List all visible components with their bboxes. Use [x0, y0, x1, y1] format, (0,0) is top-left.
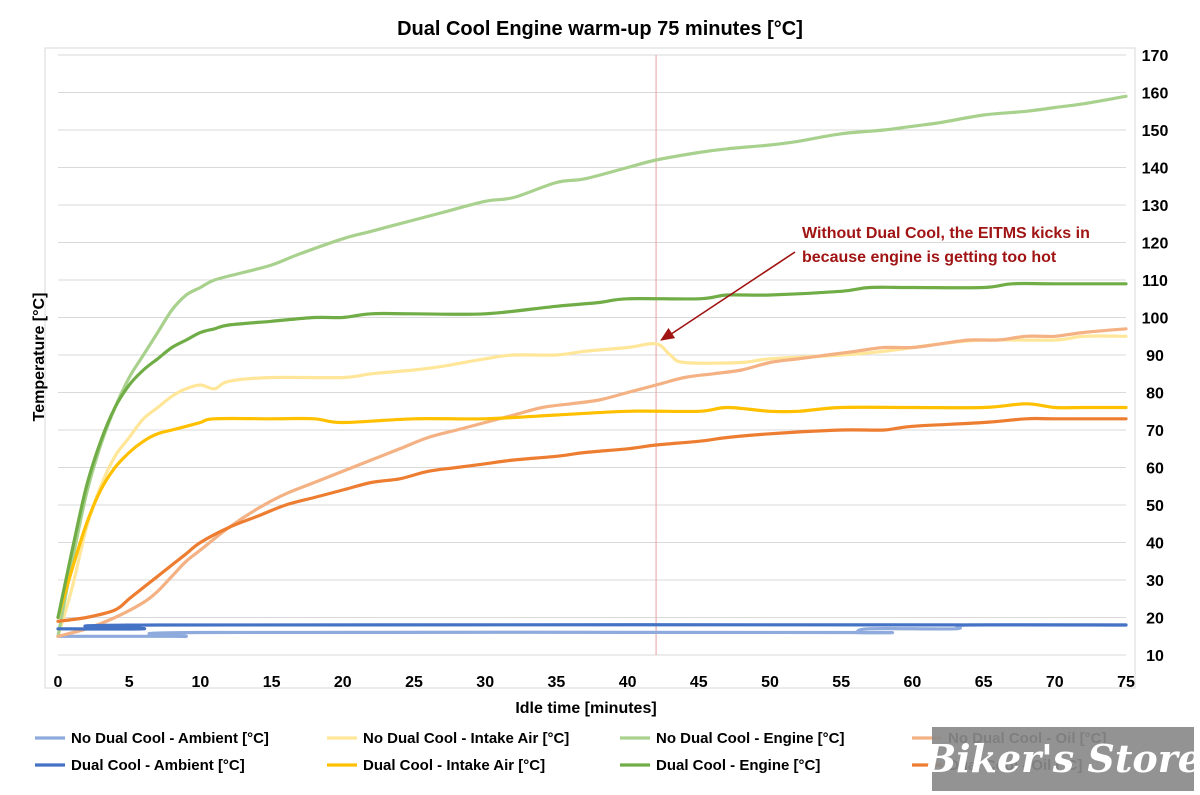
- y-tick-label: 120: [1142, 236, 1169, 253]
- legend-label: Dual Cool - Ambient [°C]: [71, 757, 245, 774]
- x-tick-label: 45: [690, 674, 708, 691]
- x-tick-label: 25: [405, 674, 423, 691]
- y-tick-label: 30: [1146, 573, 1164, 590]
- y-tick-label: 50: [1146, 498, 1164, 515]
- annotation-line-1: Without Dual Cool, the EITMS kicks in: [802, 225, 1090, 242]
- x-tick-label: 15: [263, 674, 281, 691]
- y-tick-label: 170: [1142, 48, 1169, 65]
- x-tick-label: 10: [192, 674, 210, 691]
- x-tick-label: 35: [548, 674, 566, 691]
- series-line-5: [56, 402, 1128, 620]
- plot-frame: [44, 47, 1136, 689]
- x-tick-label: 5: [125, 674, 134, 691]
- annotation-arrow-head: [660, 328, 676, 341]
- y-tick-label: 20: [1146, 611, 1164, 628]
- watermark-box: [932, 727, 1194, 791]
- y-tick-label: 160: [1142, 86, 1169, 103]
- watermark-text: Biker's Store: [923, 736, 1200, 781]
- y-tick-label: 70: [1146, 423, 1164, 440]
- annotation: Without Dual Cool, the EITMS kicks in be…: [660, 225, 1090, 341]
- y-tick-label: 40: [1146, 536, 1164, 553]
- x-tick-label: 30: [476, 674, 494, 691]
- series-line-1: [56, 334, 1128, 638]
- watermark: Biker's Store: [923, 727, 1200, 791]
- y-tick-label: 60: [1146, 461, 1164, 478]
- series-line-6: [56, 281, 1128, 620]
- x-tick-labels: 0 5 10 15 20 25 30 35 40 45 50 55 60 65 70 75: [54, 674, 1135, 691]
- x-tick-label: 40: [619, 674, 637, 691]
- series-line-7: [56, 416, 1128, 623]
- chart-title: Dual Cool Engine warm-up 75 minutes [°C]: [397, 18, 803, 40]
- x-axis-label: Idle time [minutes]: [515, 700, 656, 717]
- y-tick-label: 130: [1142, 198, 1169, 215]
- series-line-0: [56, 623, 1128, 639]
- annotation-arrow-line: [669, 251, 796, 336]
- legend-label: No Dual Cool - Engine [°C]: [656, 730, 844, 747]
- series-line-3: [56, 327, 1128, 638]
- y-tick-label: 10: [1146, 648, 1164, 665]
- series-line-4: [56, 623, 1128, 631]
- y-tick-labels: 10 20 30 40 50 60 70 80 90 100 110 120 130 140 150 160 1…: [1142, 48, 1169, 665]
- x-tick-label: 50: [761, 674, 779, 691]
- y-axis-label: Temperature [°C]: [31, 293, 48, 422]
- x-tick-label: 55: [832, 674, 850, 691]
- x-tick-label: 65: [975, 674, 993, 691]
- y-tick-label: 100: [1142, 311, 1169, 328]
- x-tick-label: 20: [334, 674, 352, 691]
- x-tick-label: 75: [1117, 674, 1135, 691]
- legend-label: Dual Cool - Engine [°C]: [656, 757, 820, 774]
- x-tick-label: 0: [54, 674, 63, 691]
- legend-label: No Dual Cool - Intake Air [°C]: [363, 730, 569, 747]
- series-lines: [56, 94, 1128, 639]
- grid-lines: [58, 54, 1126, 656]
- y-tick-label: 110: [1142, 273, 1168, 290]
- x-tick-label: 60: [904, 674, 922, 691]
- legend-label: Dual Cool - Intake Air [°C]: [363, 757, 545, 774]
- y-tick-label: 140: [1142, 161, 1169, 178]
- series-line-2: [56, 94, 1128, 638]
- y-tick-label: 150: [1142, 123, 1169, 140]
- x-tick-label: 70: [1046, 674, 1064, 691]
- y-tick-label: 80: [1146, 386, 1164, 403]
- annotation-line-2: because engine is getting too hot: [802, 249, 1057, 266]
- y-tick-label: 90: [1146, 348, 1164, 365]
- legend-label: No Dual Cool - Ambient [°C]: [71, 730, 269, 747]
